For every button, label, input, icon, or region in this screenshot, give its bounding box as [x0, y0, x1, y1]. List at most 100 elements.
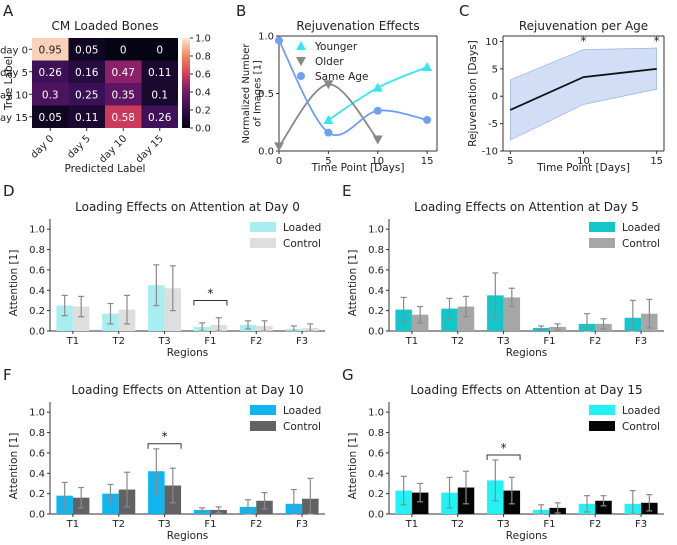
x-tick-label: T3 — [157, 519, 170, 530]
x-tick-label: 10 — [577, 156, 590, 167]
y-tick-label: 0.2 — [29, 489, 45, 500]
legend-swatch-control — [250, 421, 276, 431]
heatmap-cell — [68, 38, 105, 61]
y-tick-label: -10 — [482, 147, 498, 158]
x-tick-label: F1 — [204, 336, 216, 347]
heatmap-xtick-label: day 10 — [97, 133, 129, 165]
legend-label-loaded: Loaded — [622, 222, 660, 234]
bar-title: Loading Effects on Attention at Day 5 — [414, 200, 639, 214]
heatmap-cell — [141, 83, 178, 106]
panel-letter-c: C — [459, 2, 469, 20]
x-tick-label: 10 — [371, 156, 384, 167]
y-tick-label: 0.2 — [29, 306, 45, 317]
bar-loaded — [148, 285, 165, 331]
heatmap-cell-label: 0.95 — [39, 44, 62, 56]
x-tick-label: 5 — [325, 156, 331, 167]
heatmap-cell — [68, 83, 105, 106]
significance-bracket — [486, 454, 521, 460]
legend-label-same-age: Same Age — [315, 71, 368, 83]
legend-label-younger: Younger — [314, 41, 358, 53]
legend-label-control: Control — [283, 238, 321, 250]
y-tick-label: 1.0 — [29, 408, 45, 419]
line-title: Rejuvenation Effects — [296, 19, 419, 33]
legend-label-control: Control — [622, 421, 660, 433]
bar-panel-f: Loading Effects on Attention at Day 10 0.… — [8, 383, 325, 542]
heatmap-xlabel: Predicted Label — [65, 163, 146, 175]
heatmap-xtick-label: day 15 — [134, 133, 166, 165]
bar-loaded — [102, 493, 119, 514]
colorbar-tick-label: 1.0 — [195, 34, 211, 45]
colorbar-tick-label: 0.2 — [195, 106, 211, 117]
x-tick-label: F2 — [250, 519, 262, 530]
bar-title: Loading Effects on Attention at Day 15 — [410, 383, 642, 397]
y-tick-label: 0.2 — [368, 306, 384, 317]
colorbar — [182, 38, 190, 128]
y-tick-label: 1.0 — [258, 32, 274, 43]
bar-xlabel: Regions — [506, 530, 547, 542]
legend-label-control: Control — [622, 238, 660, 250]
x-tick-label: T3 — [496, 519, 509, 530]
bar-control — [457, 306, 475, 331]
heatmap-cell-label: 0.05 — [75, 44, 98, 56]
legend-label-loaded: Loaded — [283, 222, 321, 234]
heatmap-title: CM Loaded Bones — [52, 19, 159, 33]
bar-panel-g: Loading Effects on Attention at Day 15 0.… — [347, 383, 664, 542]
heatmap-cell — [105, 38, 142, 61]
data-point-younger — [372, 82, 383, 92]
bar-xlabel: Regions — [167, 347, 208, 359]
data-point-older — [274, 142, 284, 152]
bar-title: Loading Effects on Attention at Day 0 — [75, 200, 300, 214]
significance-star: * — [207, 286, 213, 300]
x-tick-label: T2 — [112, 336, 125, 347]
heatmap-cell-label: 0.3 — [42, 89, 59, 101]
x-tick-label: 5 — [507, 156, 513, 167]
heatmap-cell-label: 0.25 — [75, 89, 98, 101]
bar-ylabel: Attention [1] — [8, 250, 20, 317]
area-title: Rejuvenation per Age — [519, 19, 648, 33]
bar-ylabel: Attention [1] — [8, 433, 20, 500]
heatmap-cell — [141, 105, 178, 128]
area-panel: Rejuvenation per Age 5 10 15 -10 -5 0 5 10 * * Time… — [467, 19, 665, 174]
significance-star: * — [501, 441, 507, 455]
heatmap-cell — [32, 83, 69, 106]
heatmap-ytick-label: day 15 — [0, 113, 28, 124]
x-tick-label: F2 — [250, 336, 262, 347]
y-tick-label: 0.6 — [29, 448, 45, 459]
data-point-younger — [422, 62, 433, 72]
bar-control — [411, 492, 429, 514]
x-tick-label: T1 — [405, 519, 418, 530]
x-tick-label: T1 — [66, 519, 79, 530]
panel-letter-f: F — [3, 366, 12, 384]
heatmap-cell-label: 0.47 — [112, 67, 135, 79]
bar-control — [72, 306, 90, 331]
legend-marker-younger — [296, 41, 306, 50]
y-tick-label: 0.0 — [29, 510, 45, 521]
mean-line — [509, 67, 657, 111]
y-tick-label: 1.0 — [29, 225, 45, 236]
data-point-same-age — [275, 36, 283, 45]
y-tick-label: 0.8 — [368, 428, 384, 439]
x-tick-label: T2 — [451, 336, 464, 347]
heatmap-panel: CM Loaded Bones 0.95 0.05 0 0 0.26 0.16 0.47 0.1… — [0, 19, 211, 175]
heatmap-cell — [32, 60, 69, 83]
legend-swatch-loaded — [250, 222, 276, 232]
heatmap-cell-label: 0.11 — [148, 67, 171, 79]
x-tick-label: F3 — [635, 336, 647, 347]
bar-panel-e: Loading Effects on Attention at Day 5 0.0… — [347, 200, 664, 359]
data-point-same-age — [423, 115, 432, 124]
heatmap-cell-label: 0.26 — [39, 67, 63, 79]
legend-label-older: Older — [315, 56, 344, 68]
y-tick-label: 1.0 — [368, 408, 384, 419]
x-tick-label: 15 — [650, 156, 663, 167]
panel-letter-g: G — [342, 366, 354, 384]
heatmap-xtick-label: day 5 — [65, 133, 93, 161]
y-tick-label: 0.6 — [368, 265, 384, 276]
heatmap-cell — [68, 105, 105, 128]
heatmap-cell-label: 0.11 — [75, 112, 98, 124]
colorbar-tick-label: 0.8 — [195, 52, 211, 63]
y-tick-label: -5 — [488, 119, 498, 130]
y-tick-label: 1.0 — [368, 225, 384, 236]
heatmap-cell-label: 0 — [120, 44, 127, 56]
heatmap-ytick-label: day 5 — [0, 68, 28, 79]
y-tick-label: 0.8 — [29, 245, 45, 256]
